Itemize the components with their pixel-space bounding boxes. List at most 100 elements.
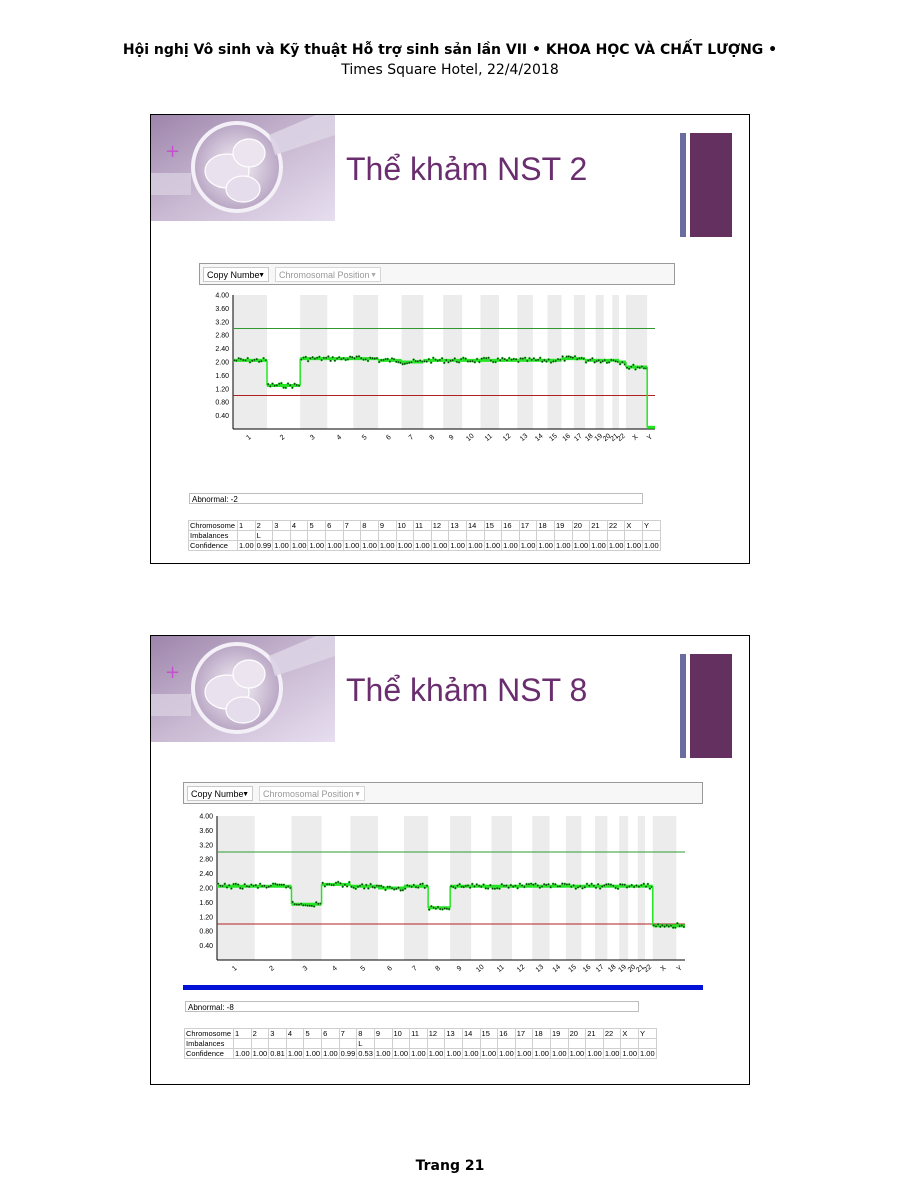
confidence-row: Confidence 1.00 0.99 1.00 1.00 1.00 1.00 1.00 1.… <box>187 540 661 551</box>
x-tick-label: X <box>660 964 668 973</box>
data-point <box>392 357 396 361</box>
data-point <box>578 884 582 888</box>
data-point <box>540 885 544 888</box>
chevron-down-icon: ▼ <box>242 791 249 798</box>
copy-number-dropdown[interactable]: Copy Numbe ▼ <box>203 267 269 282</box>
data-point <box>366 359 370 363</box>
table-cell: 1.00 <box>585 1048 604 1059</box>
data-point <box>299 902 303 906</box>
data-point <box>352 886 355 889</box>
data-point <box>612 358 615 362</box>
table-cell: 21 <box>585 1028 604 1039</box>
data-point <box>265 886 268 889</box>
data-point <box>238 886 242 890</box>
data-point <box>493 887 497 891</box>
x-tick-label: 1 <box>231 965 239 973</box>
table-cell: 1.00 <box>448 540 467 551</box>
x-tick-label: 17 <box>595 964 606 974</box>
data-point <box>410 360 413 364</box>
x-tick-label: 9 <box>456 965 464 973</box>
x-tick-label: 4 <box>336 434 344 442</box>
table-cell <box>237 530 256 541</box>
svg-text:+: + <box>165 662 180 683</box>
data-point <box>344 358 348 362</box>
copy-number-dropdown[interactable]: Copy Numbe ▼ <box>187 786 253 801</box>
data-point <box>379 358 383 362</box>
data-point <box>623 883 627 887</box>
data-point <box>388 360 392 363</box>
data-point <box>353 357 356 360</box>
chromosome-row: Chromosome 1 2 3 4 5 6 7 8 9 10 11 12 13 14 15 16 17 18 19 2… <box>183 1028 657 1039</box>
data-point <box>527 882 531 886</box>
data-point <box>239 357 243 361</box>
data-point <box>512 357 516 361</box>
data-point <box>454 886 457 890</box>
data-point <box>431 356 435 360</box>
data-point <box>293 902 297 906</box>
chromosomal-position-dropdown[interactable]: Chromosomal Position ▼ <box>259 786 365 801</box>
data-point <box>644 885 648 888</box>
data-point <box>478 360 481 364</box>
data-point <box>377 360 381 364</box>
table-cell <box>567 1038 587 1049</box>
confidence-table: Chromosome 1 2 3 4 5 6 7 8 9 10 11 12 13 14 15 16 17 18 19 2… <box>187 520 661 551</box>
table-cell <box>325 530 344 541</box>
table-cell: 1.00 <box>549 1048 569 1059</box>
data-point <box>514 884 517 888</box>
data-point <box>560 882 564 886</box>
table-cell: 0.81 <box>268 1048 287 1059</box>
venue-date: Times Square Hotel, 22/4/2018 <box>341 62 559 78</box>
table-cell: 10 <box>391 1028 411 1039</box>
chromosomal-position-dropdown[interactable]: Chromosomal Position ▼ <box>275 267 381 282</box>
table-cell <box>479 1038 499 1049</box>
table-cell: 1.00 <box>479 1048 499 1059</box>
data-point <box>504 884 508 887</box>
page-header: Hội nghị Vô sinh và Kỹ thuật Hỗ trợ sinh… <box>0 40 900 80</box>
copy-number-dropdown-label: Copy Numbe <box>191 789 244 799</box>
data-point <box>580 356 583 360</box>
table-cell: 15 <box>479 1028 499 1039</box>
x-tick-label: 10 <box>475 964 486 974</box>
data-point <box>436 905 440 909</box>
table-cell: 4 <box>289 520 309 531</box>
data-point <box>260 884 264 888</box>
table-cell <box>589 530 608 541</box>
chromosomal-position-dropdown-label: Chromosomal Position <box>279 270 370 280</box>
table-cell: 15 <box>483 520 503 531</box>
data-point <box>410 885 413 889</box>
table-cell: 1.00 <box>571 540 591 551</box>
data-point <box>599 361 603 364</box>
data-point <box>554 883 557 886</box>
data-point <box>468 886 472 889</box>
data-point <box>545 360 548 363</box>
table-cell <box>602 1038 622 1049</box>
table-cell <box>465 530 485 541</box>
table-cell: 11 <box>413 520 432 531</box>
table-cell: X <box>624 520 644 531</box>
data-point <box>323 884 327 888</box>
table-cell: 1 <box>233 1028 252 1039</box>
chromosome-row: Chromosome 1 2 3 4 5 6 7 8 9 10 11 12 13 14 15 16 17 18 19 2… <box>187 520 661 531</box>
data-point <box>355 355 359 358</box>
data-point <box>614 359 618 363</box>
x-tick-label: 22 <box>616 433 627 443</box>
table-cell: 1.00 <box>514 1048 534 1059</box>
data-point <box>459 357 463 361</box>
data-point <box>399 889 403 892</box>
data-point <box>350 355 354 359</box>
data-point <box>461 356 465 360</box>
x-tick-label: 15 <box>567 964 578 974</box>
table-cell: 19 <box>549 1028 569 1039</box>
data-point <box>661 923 664 927</box>
y-tick-label: 2.40 <box>215 346 229 353</box>
slide-title: Thể khảm NST 2 <box>346 151 588 187</box>
data-point <box>632 885 636 889</box>
row-header: Confidence <box>183 1048 235 1059</box>
table-cell <box>532 1038 551 1049</box>
data-point <box>529 882 533 886</box>
table-cell: 6 <box>321 1028 340 1039</box>
conference-title: Hội nghị Vô sinh và Kỹ thuật Hỗ trợ sinh… <box>122 42 778 58</box>
y-tick-label: 2.80 <box>199 857 213 864</box>
x-tick-label: 13 <box>519 433 530 443</box>
table-cell: X <box>620 1028 640 1039</box>
